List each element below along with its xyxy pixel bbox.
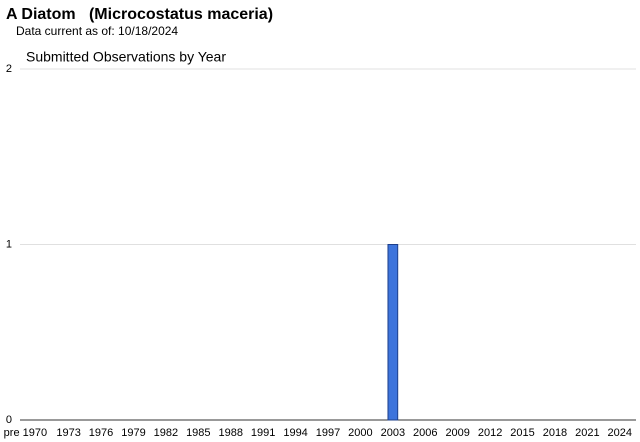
x-tick-label: 1976 — [89, 427, 113, 439]
chart-title: A Diatom (Microcostatus maceria) — [6, 6, 273, 23]
x-tick-label: 2015 — [510, 427, 534, 439]
y-tick-label: 0 — [6, 414, 12, 426]
x-tick-label: 1997 — [316, 427, 340, 439]
x-tick-label: 1991 — [251, 427, 275, 439]
x-tick-label: 1985 — [186, 427, 210, 439]
x-tick-label: 1988 — [218, 427, 242, 439]
x-tick-label: 1973 — [56, 427, 80, 439]
y-tick-label: 2 — [6, 63, 12, 75]
x-tick-label: 2000 — [348, 427, 372, 439]
x-tick-label: 2003 — [381, 427, 405, 439]
x-tick-label: 2024 — [608, 427, 632, 439]
x-tick-label: 2018 — [543, 427, 567, 439]
x-tick-label: 2006 — [413, 427, 437, 439]
bar — [387, 244, 399, 421]
x-tick-label: 2012 — [478, 427, 502, 439]
x-tick-label: pre 1970 — [4, 427, 47, 439]
x-tick-label: 1994 — [283, 427, 307, 439]
x-tick-label: 2009 — [445, 427, 469, 439]
x-tick-label: 1979 — [121, 427, 145, 439]
y-tick-label: 1 — [6, 238, 12, 250]
plot-title: Submitted Observations by Year — [26, 49, 226, 65]
x-tick-label: 1982 — [154, 427, 178, 439]
x-tick-label: 2021 — [575, 427, 599, 439]
chart-subtitle: Data current as of: 10/18/2024 — [16, 24, 178, 38]
